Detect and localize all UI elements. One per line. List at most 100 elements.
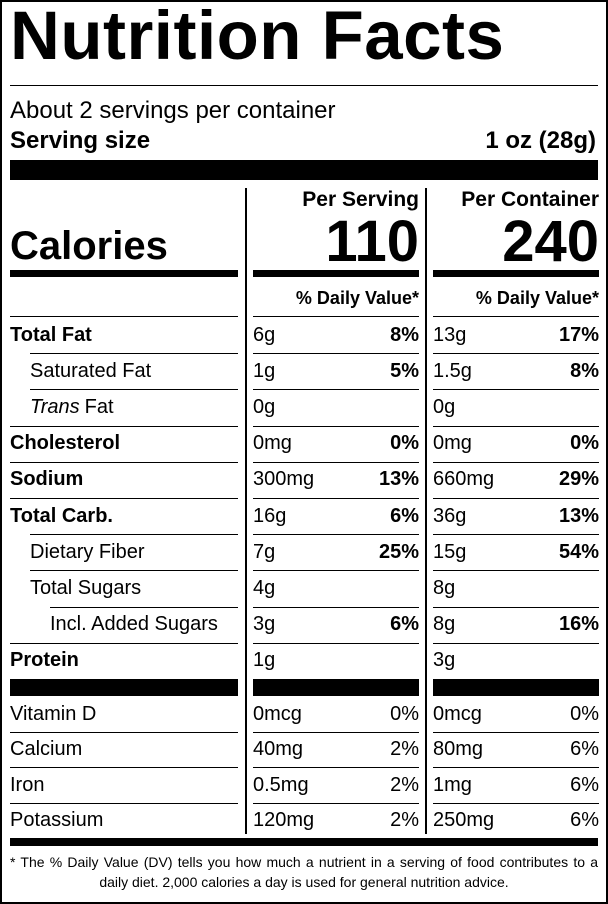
nutrient-name: Iron xyxy=(10,767,44,803)
dv-header: % Daily Value* xyxy=(475,288,599,308)
footnote: * The % Daily Value (DV) tells you how m… xyxy=(10,854,598,890)
title: Nutrition Facts xyxy=(10,0,505,74)
amount: 3g xyxy=(433,649,456,672)
daily-value: 6% xyxy=(570,738,599,761)
amount: 0.5mg xyxy=(253,773,309,796)
nutrient-name: Total Carb. xyxy=(10,498,113,534)
rule xyxy=(30,389,238,391)
amount: 13g xyxy=(433,323,467,346)
rule xyxy=(433,316,599,317)
daily-value: 6% xyxy=(570,809,599,832)
nutrient-name: Sodium xyxy=(10,462,83,498)
nutrient-name: Cholesterol xyxy=(10,426,120,462)
amount: 8g xyxy=(433,613,456,636)
divider xyxy=(245,188,247,834)
rule xyxy=(433,731,599,733)
daily-value: 17% xyxy=(558,323,599,346)
rule xyxy=(433,498,599,499)
servings: About 2 servings per container xyxy=(10,97,336,124)
rule xyxy=(253,389,419,391)
amount: 120mg xyxy=(253,809,315,832)
rule xyxy=(253,498,419,499)
amount: 660mg xyxy=(433,468,495,491)
nutrient-name-text: Dietary Fiber xyxy=(30,540,145,563)
rule xyxy=(253,425,419,427)
rule xyxy=(10,316,238,317)
nutrient-name: Calcium xyxy=(10,732,82,768)
thick-rule xyxy=(253,270,419,277)
dv-header: % Daily Value* xyxy=(295,288,419,308)
daily-value: 13% xyxy=(558,504,599,527)
amount: 1g xyxy=(253,359,276,382)
daily-value: 13% xyxy=(378,468,419,491)
nutrient-name-text: Total Carb. xyxy=(10,504,113,527)
rule xyxy=(253,767,419,768)
amount: 250mg xyxy=(433,809,495,832)
nutrient-name-text: Iron xyxy=(10,773,45,796)
daily-value: 29% xyxy=(558,468,599,491)
amount: 0g xyxy=(433,395,456,418)
rule xyxy=(253,802,419,804)
rule xyxy=(253,316,419,317)
divider xyxy=(425,188,427,834)
nutrient-name-text: Fat xyxy=(84,395,114,418)
serving-size: 1 oz (28g) xyxy=(485,127,596,154)
amount: 6g xyxy=(253,323,276,346)
thick-rule xyxy=(10,270,238,277)
amount: 300mg xyxy=(253,468,315,491)
amount: 1mg xyxy=(433,773,472,796)
amount: 16g xyxy=(253,504,287,527)
rule xyxy=(253,731,419,733)
nutrient-name: Total Fat xyxy=(10,317,92,353)
nutrient-name-text: Saturated Fat xyxy=(30,359,152,382)
nutrient-name: Vitamin D xyxy=(10,696,96,732)
nutrient-name: Total Sugars xyxy=(30,570,141,606)
amount: 0mcg xyxy=(253,702,302,725)
nutrient-name-text: Protein xyxy=(10,649,79,672)
serving-size-label: Serving size xyxy=(10,127,151,154)
amount: 0mcg xyxy=(433,702,482,725)
nutrient-name-text: Total Fat xyxy=(10,323,92,346)
nutrient-name-text: Potassium xyxy=(10,809,104,832)
daily-value: 0% xyxy=(390,702,419,725)
rule xyxy=(433,353,599,355)
amount: 0g xyxy=(253,395,276,418)
daily-value: 0% xyxy=(570,432,599,455)
rule xyxy=(10,802,238,804)
rule xyxy=(253,534,419,536)
calories-value: 110 xyxy=(325,209,419,274)
rule xyxy=(433,767,599,768)
thick-rule xyxy=(10,679,238,696)
amount: 4g xyxy=(253,576,276,599)
amount: 1g xyxy=(253,649,276,672)
rule xyxy=(10,731,238,733)
amount: 80mg xyxy=(433,738,484,761)
rule xyxy=(10,498,238,499)
rule xyxy=(433,389,599,391)
daily-value: 6% xyxy=(390,613,419,636)
thick-rule xyxy=(253,679,419,696)
rule xyxy=(433,606,599,608)
rule xyxy=(433,642,599,644)
rule xyxy=(10,85,598,86)
nutrient-name-text: Calcium xyxy=(10,738,83,761)
rule xyxy=(30,534,238,536)
rule xyxy=(253,606,419,608)
amount: 0mg xyxy=(433,432,472,455)
daily-value: 6% xyxy=(570,773,599,796)
rule xyxy=(10,461,238,463)
rule xyxy=(10,425,238,427)
calories-value: 240 xyxy=(502,209,599,274)
thick-rule xyxy=(433,270,599,277)
rule xyxy=(433,425,599,427)
nutrient-name: Dietary Fiber xyxy=(30,534,144,570)
thick-rule xyxy=(10,838,598,846)
daily-value: 8% xyxy=(390,323,419,346)
daily-value: 54% xyxy=(558,540,599,563)
nutrient-name-text: Sodium xyxy=(10,468,84,491)
column-header: Per Container xyxy=(461,188,599,211)
amount: 40mg xyxy=(253,738,304,761)
rule xyxy=(433,570,599,572)
daily-value: 2% xyxy=(390,738,419,761)
